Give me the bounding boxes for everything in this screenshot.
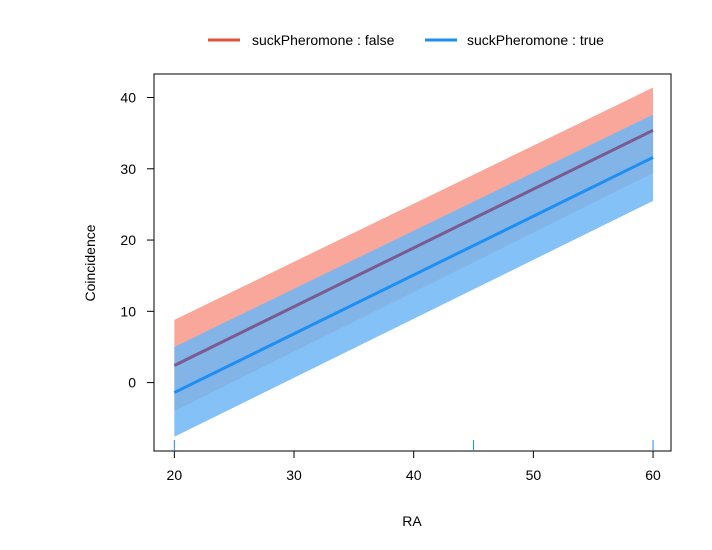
y-tick-label: 0 (128, 375, 136, 391)
plot-frame (153, 73, 672, 452)
fit-lines (173, 128, 654, 394)
rug-marks (173, 440, 654, 451)
x-axis: 20 30 40 50 60 (167, 451, 661, 483)
fit-line-false (173, 128, 654, 367)
y-tick-label: 10 (120, 303, 136, 319)
y-axis: 0 10 20 30 40 (120, 90, 154, 391)
fit-line-true (173, 156, 654, 394)
legend-label-false: suckPheromone : false (252, 32, 395, 48)
x-tick-label: 50 (526, 467, 542, 483)
x-tick-label: 30 (286, 467, 302, 483)
x-tick-label: 60 (645, 467, 661, 483)
y-tick-label: 30 (120, 161, 136, 177)
y-tick-label: 20 (120, 232, 136, 248)
y-tick-label: 40 (120, 90, 136, 106)
legend-label-true: suckPheromone : true (467, 32, 604, 48)
x-tick-label: 40 (406, 467, 422, 483)
x-axis-title: RA (402, 513, 422, 529)
confidence-bands (174, 87, 654, 437)
y-axis-title: Coincidence (82, 224, 98, 301)
x-tick-label: 20 (167, 467, 183, 483)
legend: suckPheromone : false suckPheromone : tr… (208, 32, 604, 48)
